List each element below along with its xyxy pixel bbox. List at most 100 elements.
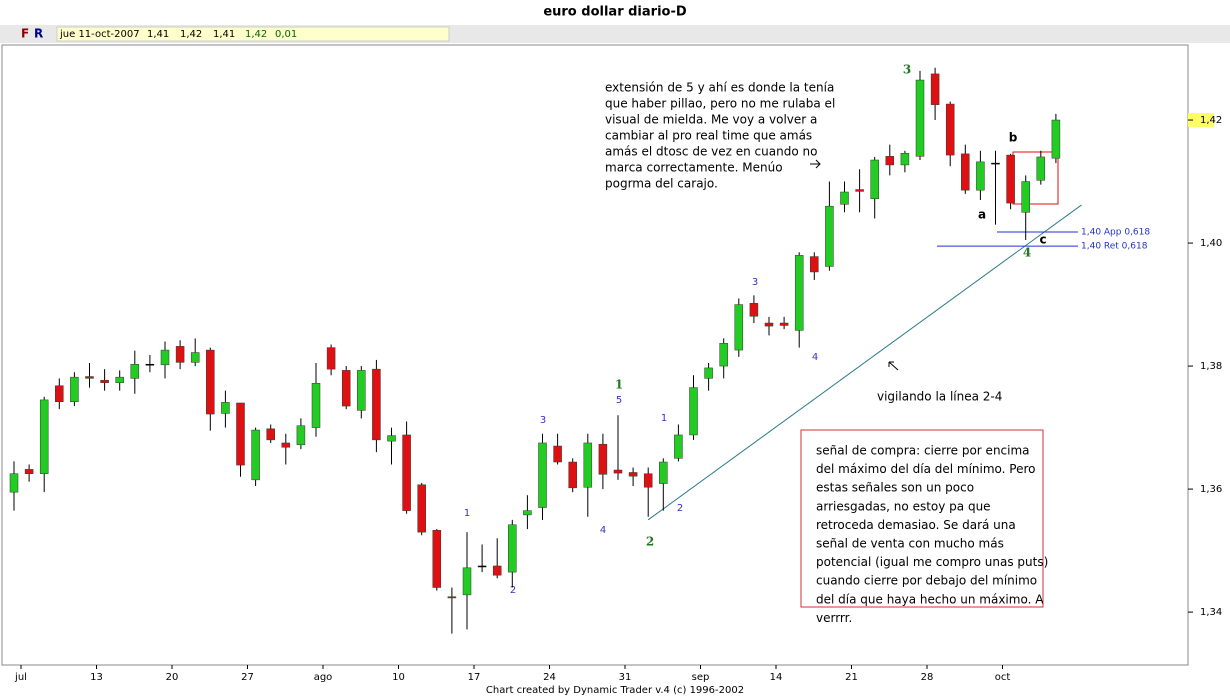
candle-body (976, 161, 985, 191)
subwave-label: 4 (600, 525, 606, 536)
abc-label: c (1039, 233, 1046, 247)
candle-body (991, 162, 1000, 165)
note-text: verrrr. (816, 611, 852, 625)
y-tick-label: 1,40 (1200, 238, 1222, 249)
candle-body (39, 399, 49, 474)
wave-label: 2 (646, 535, 654, 549)
candle-body (613, 469, 623, 474)
note-text: señal de venta con mucho más (816, 537, 1004, 551)
candle-body (326, 347, 336, 370)
subwave-label: 3 (752, 277, 758, 288)
candle-body (115, 376, 124, 383)
candle-body (568, 461, 577, 489)
candle-body (296, 425, 306, 446)
last-price-highlight (1188, 113, 1214, 127)
abc-label: b (1009, 131, 1018, 145)
candle-body (961, 153, 970, 191)
info-bar (56, 26, 450, 42)
candle-body (855, 189, 864, 192)
candle-body (719, 343, 728, 367)
note-text: potencial (igual me compro unas puts) (816, 555, 1048, 569)
candle-body (100, 379, 109, 383)
candle-body (674, 434, 683, 459)
x-tick-label: 31 (619, 672, 632, 683)
candle-body (417, 484, 426, 533)
candle-body (643, 473, 653, 488)
candle-body (583, 442, 593, 488)
candle-body (236, 402, 245, 466)
candle-body (885, 156, 895, 166)
info-open: 1,41 (147, 29, 169, 40)
y-tick-label: 1,42 (1200, 115, 1222, 126)
candle-body (749, 303, 759, 317)
note-text: estas señales son un poco (816, 481, 974, 495)
candle-body (825, 205, 834, 267)
x-tick-label: jul (14, 672, 27, 683)
y-tick-label: 1,34 (1200, 607, 1222, 618)
subwave-label: 1 (661, 413, 667, 424)
candle-body (55, 385, 64, 402)
info-close: 1,42 (245, 29, 267, 40)
candle-body (477, 565, 487, 568)
x-tick-label: 24 (543, 672, 556, 683)
note-text: amás el dtosc de vez en cuando no (605, 145, 817, 159)
info-date: jue 11-oct-2007 (59, 29, 140, 40)
candle-body (175, 346, 185, 363)
candle-body (206, 349, 215, 415)
trendline (647, 204, 1082, 521)
toolbar-button[interactable]: R (34, 27, 43, 41)
wave-label: 1 (615, 378, 623, 392)
x-tick-label: 10 (392, 672, 405, 683)
candle-body (779, 322, 789, 326)
toolbar-button[interactable]: F (21, 27, 29, 41)
note-text: marca correctamente. Menúo (605, 161, 783, 175)
level-label: 1,40 App 0,618 (1081, 227, 1150, 237)
note-text: cambiar al pro real time que amás (605, 129, 812, 143)
candle-body (9, 473, 19, 493)
subwave-label: 5 (616, 395, 622, 406)
x-tick-label: ago (314, 672, 333, 683)
info-change: 0,01 (275, 29, 297, 40)
note-line: vigilando la línea 2-4 (877, 390, 1002, 404)
candle-body (870, 159, 879, 200)
candle-body (251, 429, 260, 481)
x-tick-label: 17 (468, 672, 481, 683)
candle-body (659, 461, 668, 484)
candle-body (357, 370, 366, 411)
candle-body (1021, 181, 1030, 213)
candle-body (447, 596, 457, 599)
candle-body (553, 445, 562, 463)
candle-body (281, 442, 291, 448)
wave-label: 3 (903, 63, 911, 77)
arrow (888, 361, 899, 371)
candle-body (1006, 154, 1015, 204)
candle-body (704, 367, 713, 379)
chart-title: euro dollar diario-D (543, 5, 687, 20)
x-tick-label: 20 (166, 672, 179, 683)
candle-body (1051, 119, 1061, 159)
candle-body (387, 435, 396, 442)
arrow (810, 159, 821, 169)
x-tick-label: oct (995, 672, 1011, 683)
y-tick-label: 1,38 (1200, 361, 1222, 372)
note-text: visual de mielda. Me voy a volver a (605, 113, 817, 127)
note-text: arriesgadas, no estoy pa que (816, 499, 991, 513)
wave-label: 4 (1023, 246, 1031, 260)
candle-body (402, 434, 411, 511)
candle-body (492, 565, 502, 576)
note-text: cuando cierre por debajo del mínimo (816, 574, 1037, 588)
candle-body (311, 383, 321, 428)
note-text: del máximo del día del mínimo. Pero (816, 462, 1036, 476)
y-tick-label: 1,36 (1200, 484, 1222, 495)
candle-body (508, 524, 517, 573)
x-tick-label: 13 (90, 672, 103, 683)
candle-body (190, 352, 200, 363)
candle-body (734, 304, 744, 351)
candle-body (930, 73, 940, 105)
note-text: del día que haya hecho un máximo. A (816, 592, 1044, 606)
candle-body (266, 428, 275, 441)
candle-body (810, 256, 819, 273)
footer: Chart created by Dynamic Trader v.4 (c) … (486, 685, 744, 696)
candle-body (900, 153, 910, 166)
